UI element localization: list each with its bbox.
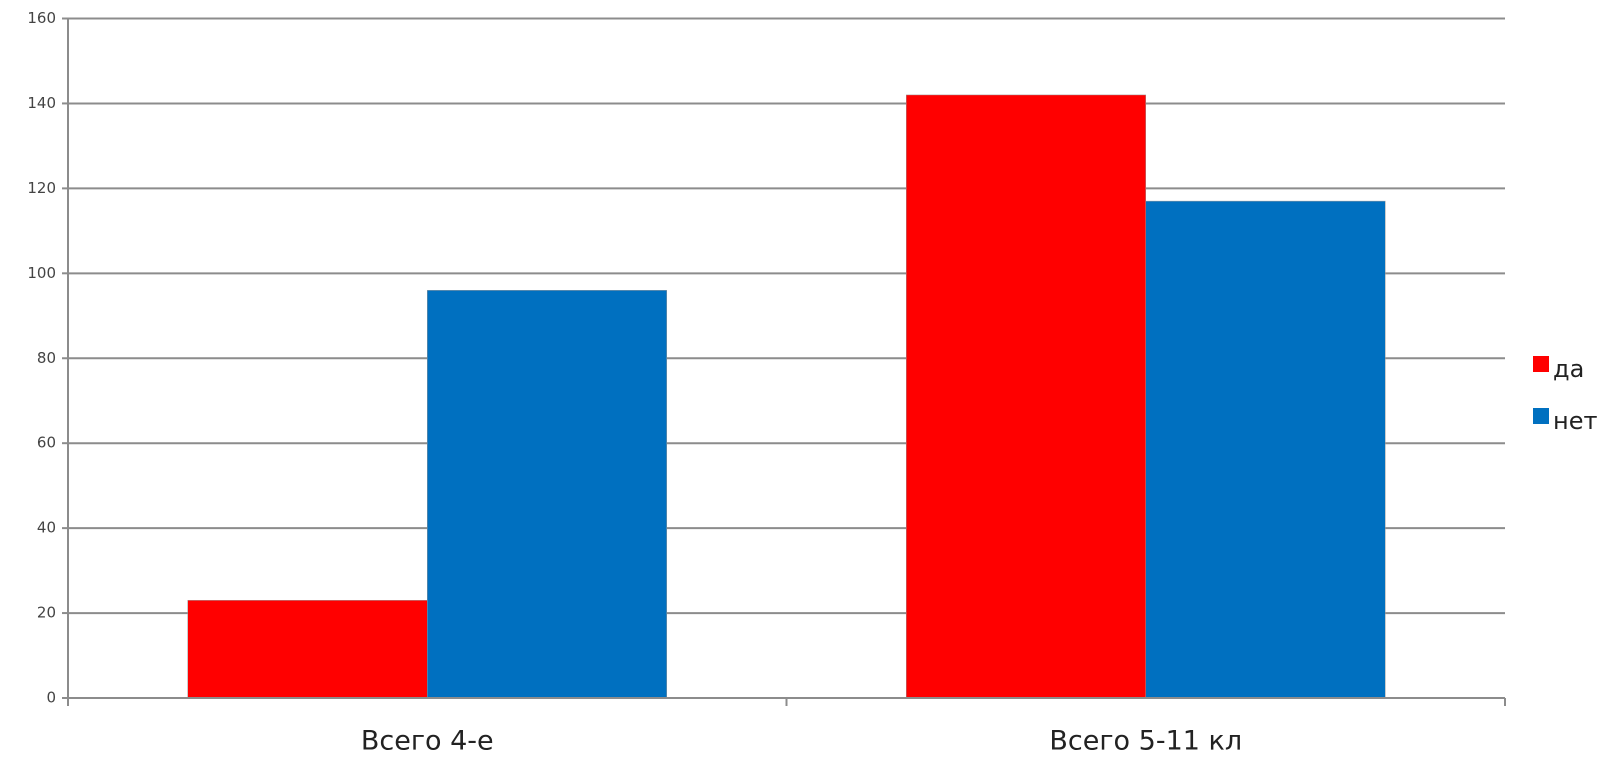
bar bbox=[906, 94, 1146, 699]
y-tick-label: 0 bbox=[46, 689, 56, 707]
y-tick-label: 60 bbox=[37, 434, 56, 452]
y-tick-label: 20 bbox=[37, 604, 56, 622]
x-tick-label: Всего 5-11 кл bbox=[1049, 726, 1242, 757]
y-tick-label: 120 bbox=[27, 179, 56, 197]
legend-label: да bbox=[1553, 355, 1584, 383]
y-tick-label: 140 bbox=[27, 94, 56, 112]
y-tick-label: 160 bbox=[27, 9, 56, 27]
y-tick-label: 100 bbox=[27, 264, 56, 282]
legend-swatch bbox=[1533, 356, 1549, 372]
bar bbox=[1145, 200, 1386, 699]
bar bbox=[187, 600, 428, 699]
y-tick-label: 80 bbox=[37, 349, 56, 367]
legend-label: нет bbox=[1553, 407, 1597, 435]
x-tick-label: Всего 4-е bbox=[361, 726, 494, 757]
bar bbox=[427, 290, 667, 699]
y-tick-label: 40 bbox=[37, 519, 56, 537]
legend-swatch bbox=[1533, 408, 1549, 424]
